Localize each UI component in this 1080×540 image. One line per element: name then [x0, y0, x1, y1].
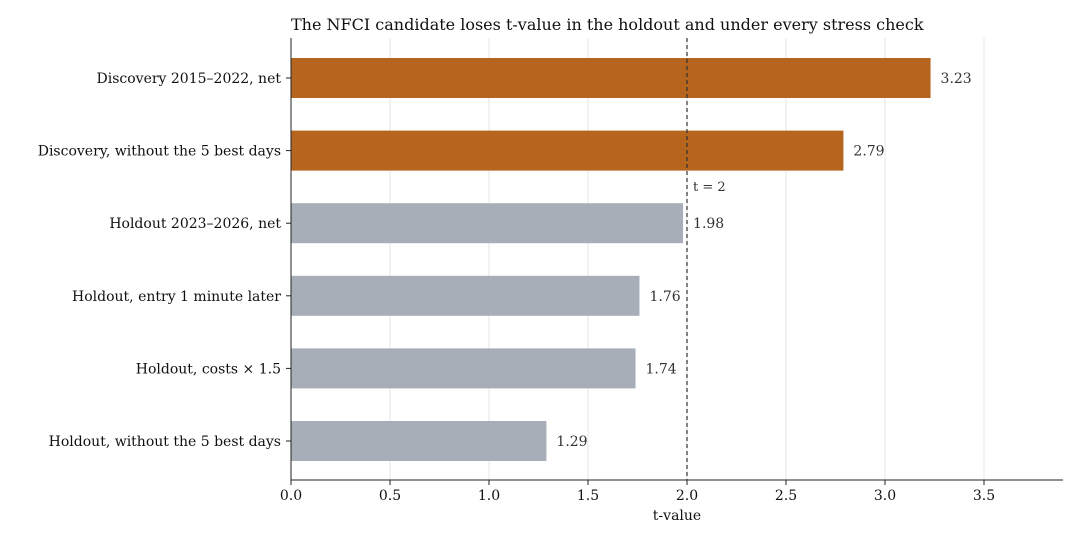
x-tick-label: 3.5	[973, 488, 995, 504]
bar-value-label: 3.23	[941, 71, 972, 87]
chart-title: The NFCI candidate loses t-value in the …	[291, 15, 924, 34]
category-label: Holdout 2023–2026, net	[109, 216, 281, 232]
bar-value-label: 1.29	[556, 434, 587, 450]
bar	[291, 348, 636, 389]
bar	[291, 203, 684, 244]
x-tick-label: 1.5	[577, 488, 599, 504]
bar	[291, 58, 931, 98]
axes: 0.0 0.5 1.0 1.5 2.0 2.5 3.0 3.5	[280, 38, 1063, 504]
x-tick-label: 2.0	[676, 488, 698, 504]
x-tick-label: 1.0	[478, 488, 500, 504]
x-tick-label: 0.5	[379, 488, 401, 504]
category-label: Holdout, without the 5 best days	[49, 434, 281, 450]
x-axis-label: t-value	[653, 508, 701, 524]
category-label: Discovery 2015–2022, net	[97, 71, 282, 87]
x-tick-label: 2.5	[775, 488, 797, 504]
bar	[291, 130, 844, 171]
bar-value-label: 1.76	[649, 289, 680, 305]
category-label: Holdout, entry 1 minute later	[72, 289, 281, 305]
category-label: Holdout, costs × 1.5	[136, 361, 281, 377]
labels: 3.23 Discovery 2015–2022, net 2.79 Discover…	[38, 71, 972, 450]
bars	[291, 58, 931, 461]
bar-value-label: 1.98	[693, 216, 724, 232]
x-tick-label: 0.0	[280, 488, 302, 504]
reference-line-group: t = 2	[686, 38, 726, 480]
bar-value-label: 2.79	[853, 144, 884, 160]
bar-value-label: 1.74	[646, 361, 677, 377]
category-label: Discovery, without the 5 best days	[38, 144, 281, 160]
x-tick-label: 3.0	[874, 488, 896, 504]
reference-line-label: t = 2	[693, 180, 726, 195]
bar	[291, 421, 547, 461]
bar	[291, 275, 640, 316]
